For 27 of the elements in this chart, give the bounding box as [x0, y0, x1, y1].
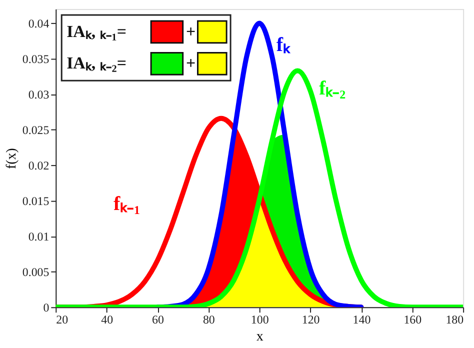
y-tick-label: 0	[43, 300, 50, 315]
y-tick-label: 0.025	[22, 123, 50, 138]
x-tick-label: 160	[404, 312, 422, 327]
x-tick-label: 100	[250, 312, 269, 327]
x-tick-label: 40	[101, 312, 114, 327]
series-label: fₖ₋₂	[319, 78, 346, 100]
annotation: IAₖ, ₖ₋₂=	[66, 54, 126, 73]
y-tick-label: 0.035	[22, 52, 50, 66]
y-axis-title: f(x)	[4, 148, 20, 170]
annotation: +	[186, 54, 196, 73]
y-tick-label: 0.04	[28, 16, 50, 31]
y-tick-label: 0.02	[28, 158, 50, 173]
y-tick-label: 0.01	[28, 230, 50, 244]
series-label: fₖ₋₁	[113, 192, 140, 215]
x-tick-label: 80	[202, 312, 215, 327]
x-axis-title: x	[256, 329, 264, 344]
x-tick-label: 120	[302, 312, 320, 327]
x-tick-label: 180	[446, 312, 464, 327]
annotation: IAₖ, ₖ₋₁=	[66, 22, 126, 41]
y-tick-label: 0.005	[22, 265, 50, 280]
x-tick-label: 20	[56, 312, 68, 327]
series-label: fₖ	[276, 34, 292, 56]
y-tick-label: 0.03	[28, 88, 50, 102]
x-tick-label: 140	[352, 312, 371, 327]
x-tick-label: 60	[152, 312, 164, 327]
y-tick-label: 0.015	[22, 194, 50, 208]
annotation: +	[186, 22, 196, 41]
